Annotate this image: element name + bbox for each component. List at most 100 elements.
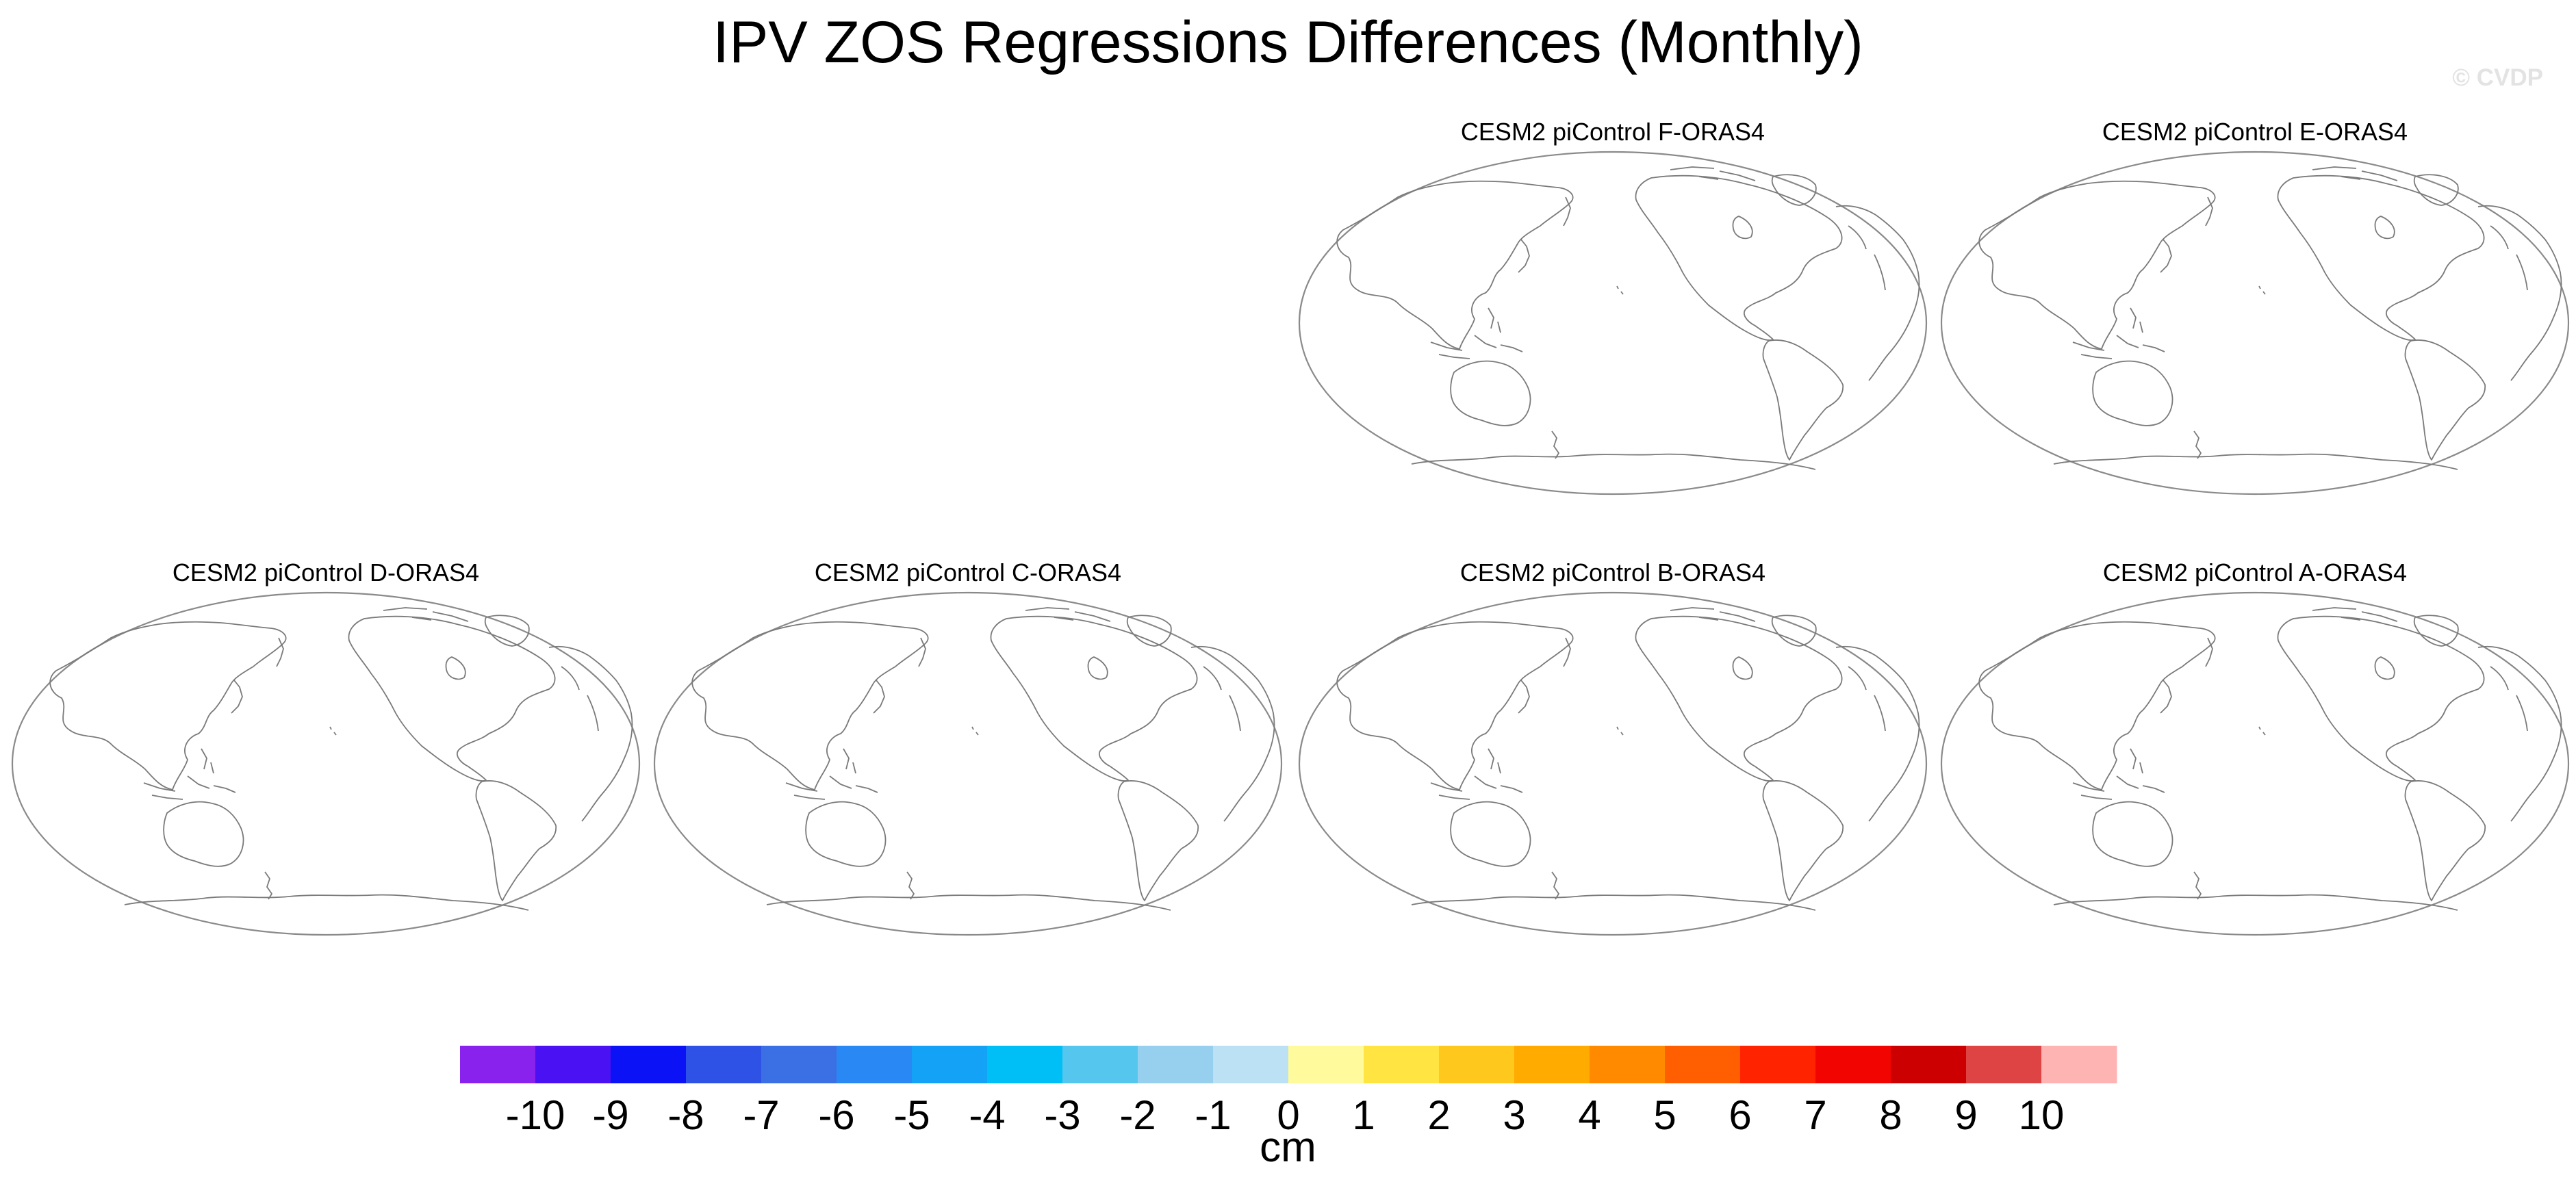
colorbar-swatch: [535, 1046, 611, 1083]
coast-antarctica: [2053, 453, 2458, 470]
colorbar-swatch: [1815, 1046, 1891, 1083]
colorbar-tick-label: 2: [1427, 1092, 1450, 1138]
coast-philippines: [843, 748, 856, 774]
coast-asia: [49, 621, 287, 790]
coast-new-zealand: [2193, 430, 2202, 459]
coast-arctic-islands: [2312, 607, 2398, 622]
coast-antarctica: [2053, 894, 2458, 911]
coast-indonesia: [2072, 775, 2165, 800]
coast-europe-africa: [548, 645, 633, 822]
colorbar-tick-label: 9: [1954, 1092, 1977, 1138]
coast-australia: [2092, 360, 2173, 426]
colorbar-swatch: [837, 1046, 913, 1083]
colorbar-tick-label: -9: [592, 1092, 628, 1138]
world-map: [653, 591, 1283, 936]
colorbar-swatch: [1891, 1046, 1967, 1083]
colorbar-swatch: [1740, 1046, 1816, 1083]
coast-north-america: [2277, 175, 2485, 341]
colorbar-tick-label: 3: [1503, 1092, 1525, 1138]
colorbar-swatch: [1439, 1046, 1515, 1083]
colorbar-swatch: [1138, 1046, 1214, 1083]
world-map: [1298, 151, 1928, 495]
coast-europe-africa: [2477, 205, 2562, 381]
coast-north-america: [1635, 175, 1843, 341]
coast-hudson-bay: [445, 656, 466, 680]
colorbar-tick-label: 7: [1804, 1092, 1826, 1138]
coast-arctic-islands: [1025, 607, 1111, 622]
coast-hawaii: [2258, 726, 2266, 736]
coast-hawaii: [1616, 285, 1624, 295]
panel-title: CESM2 piControl D-ORAS4: [172, 558, 480, 586]
colorbar-tick-label: -7: [743, 1092, 779, 1138]
cvdp-watermark: © CVDP: [2452, 64, 2543, 91]
colorbar-swatch: [1590, 1046, 1666, 1083]
coast-hawaii: [1616, 726, 1624, 736]
colorbar-tick-label: -5: [893, 1092, 930, 1138]
coast-kamchatka: [1563, 196, 1571, 227]
coast-japan: [231, 680, 243, 714]
colorbar-swatch: [1288, 1046, 1364, 1083]
globe-outline: [653, 591, 1283, 936]
colorbar-unit-label: cm: [1260, 1124, 1316, 1171]
colorbar-tick-label: 1: [1352, 1092, 1375, 1138]
coast-japan: [1518, 239, 1530, 273]
coast-greenland: [1126, 615, 1172, 647]
coast-japan: [1518, 680, 1530, 714]
world-map: [1298, 591, 1928, 936]
colorbar-tick-label: 8: [1879, 1092, 1902, 1138]
coast-indonesia: [1430, 775, 1523, 800]
map-panel-c: CESM2 piControl C-ORAS4: [650, 557, 1286, 947]
coast-hawaii: [329, 726, 337, 736]
figure-title: IPV ZOS Regressions Differences (Monthly…: [713, 10, 1863, 75]
coast-antarctica: [124, 894, 529, 911]
coast-greenland: [1771, 615, 1817, 647]
coast-indonesia: [1430, 335, 1523, 359]
coast-asia: [1978, 180, 2216, 350]
colorbar-tick-label: 10: [2019, 1092, 2065, 1138]
colorbar-tick-label: -3: [1044, 1092, 1080, 1138]
coast-asia: [1336, 180, 1574, 350]
world-map: [1940, 151, 2570, 495]
colorbar-tick-label: 6: [1729, 1092, 1751, 1138]
panel-title: CESM2 piControl A-ORAS4: [2102, 558, 2408, 586]
coast-kamchatka: [276, 637, 284, 667]
coast-kamchatka: [2205, 196, 2213, 227]
coast-hudson-bay: [2374, 216, 2395, 240]
colorbar-tick-label: 5: [1653, 1092, 1676, 1138]
coast-asia: [1978, 621, 2216, 790]
coast-greenland: [484, 615, 530, 647]
coast-antarctica: [766, 894, 1171, 911]
coast-antarctica: [1411, 453, 1816, 470]
colorbar-swatch: [761, 1046, 837, 1083]
coast-north-america: [1635, 615, 1843, 782]
world-map: [11, 591, 641, 936]
coast-antarctica: [1411, 894, 1816, 911]
coast-australia: [1450, 360, 1531, 426]
map-panel-b: CESM2 piControl B-ORAS4: [1295, 557, 1930, 947]
colorbar-swatch: [1364, 1046, 1440, 1083]
colorbar-swatch: [1665, 1046, 1741, 1083]
globe-outline: [11, 591, 641, 936]
map-panel-e: CESM2 piControl E-ORAS4: [1937, 116, 2573, 506]
coast-philippines: [1488, 307, 1501, 333]
colorbar-swatch: [460, 1046, 536, 1083]
coast-south-america: [1117, 780, 1199, 901]
coast-indonesia: [2072, 335, 2165, 359]
colorbar-swatch: [912, 1046, 988, 1083]
coast-philippines: [1488, 748, 1501, 774]
coast-philippines: [2130, 748, 2143, 774]
coast-new-zealand: [2193, 871, 2202, 900]
coast-arctic-islands: [383, 607, 469, 622]
colorbar-swatch: [1213, 1046, 1289, 1083]
globe-outline: [1298, 151, 1928, 495]
coast-south-america: [1762, 780, 1844, 901]
colorbar-swatch: [2041, 1046, 2117, 1083]
coast-new-zealand: [264, 871, 272, 900]
colorbar-tick-label: -4: [969, 1092, 1005, 1138]
coast-europe-africa: [1835, 205, 1920, 381]
coast-north-america: [2277, 615, 2485, 782]
panel-title: CESM2 piControl E-ORAS4: [2102, 118, 2408, 146]
panel-title: CESM2 piControl C-ORAS4: [814, 558, 1122, 586]
coast-new-zealand: [906, 871, 915, 900]
coast-hudson-bay: [1732, 216, 1753, 240]
